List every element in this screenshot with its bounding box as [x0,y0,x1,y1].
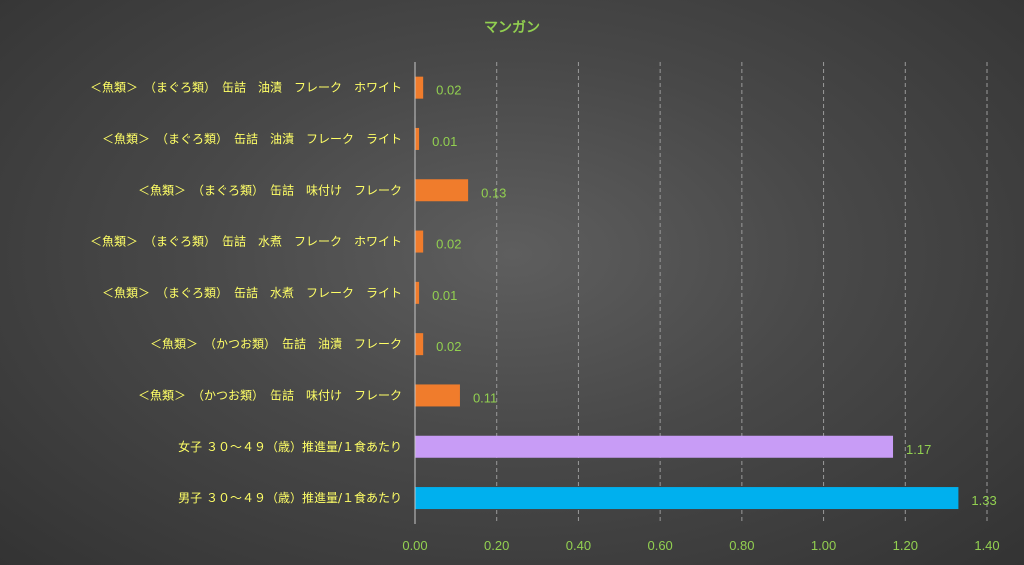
data-label: 0.11 [473,390,497,405]
category-labels: ＜魚類＞ （まぐろ類） 缶詰 油漬 フレーク ホワイト ＜魚類＞ （まぐろ類） 缶… [90,80,402,505]
x-tick-label: 0.00 [402,538,427,553]
x-tick-label: 0.60 [647,538,672,553]
data-label: 0.13 [481,185,506,200]
category-label: 男子 ３０～４９（歳）推進量/１食あたり [178,490,402,505]
x-tick-label: 1.20 [893,538,918,553]
data-label: 1.17 [906,442,931,457]
data-label: 1.33 [971,493,996,508]
category-label: ＜魚類＞ （かつお類） 缶詰 味付け フレーク [138,387,402,402]
category-label: ＜魚類＞ （まぐろ類） 缶詰 油漬 フレーク ライト [102,131,402,146]
data-labels: 0.02 0.01 0.13 0.02 0.01 0.02 0.11 1.17 1.33 [432,83,997,508]
data-label: 0.02 [436,339,461,354]
bar [415,76,424,99]
category-label: ＜魚類＞ （まぐろ類） 缶詰 水煮 フレーク ホワイト [90,234,402,249]
data-label: 0.02 [436,237,461,252]
x-tick-label: 0.40 [566,538,591,553]
bar [415,230,424,253]
x-tick-label: 0.80 [729,538,754,553]
data-label: 0.01 [432,134,457,149]
category-label: 女子 ３０～４９（歳）推進量/１食あたり [178,439,402,454]
bar [415,487,959,510]
bar [415,333,424,356]
data-label: 0.02 [436,83,461,98]
x-tick-label: 1.00 [811,538,836,553]
x-tick-label: 1.40 [974,538,999,553]
data-label: 0.01 [432,288,457,303]
x-tick-label: 0.20 [484,538,509,553]
bar [415,384,460,407]
bar [415,179,469,202]
chart-title: マンガン [484,20,540,36]
bar [415,281,420,304]
gridlines [496,62,988,524]
bar [415,435,894,458]
bars [415,76,959,510]
x-tick-labels: 0.00 0.20 0.40 0.60 0.80 1.00 1.20 1.40 [402,538,999,553]
bar [415,127,420,150]
category-label: ＜魚類＞ （まぐろ類） 缶詰 油漬 フレーク ホワイト [90,80,402,95]
category-label: ＜魚類＞ （かつお類） 缶詰 油漬 フレーク [150,336,402,351]
category-label: ＜魚類＞ （まぐろ類） 缶詰 味付け フレーク [138,182,402,197]
category-label: ＜魚類＞ （まぐろ類） 缶詰 水煮 フレーク ライト [102,285,402,300]
